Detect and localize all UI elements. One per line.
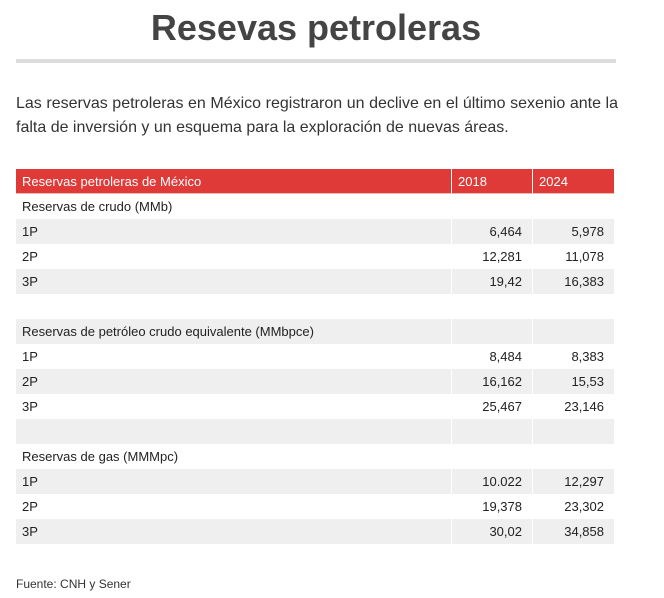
row-label: 1P — [16, 469, 452, 494]
table-header-row: Reservas petroleras de México 2018 2024 — [16, 169, 614, 194]
row-label — [16, 419, 452, 444]
source-note: Fuente: CNH y Sener — [16, 577, 131, 591]
table-row: 1P 6,464 5,978 — [16, 219, 614, 244]
table-row: Reservas de petróleo crudo equivalente (… — [16, 319, 614, 344]
row-label: 3P — [16, 394, 452, 419]
row-label: 1P — [16, 344, 452, 369]
table-row: 3P 30,02 34,858 — [16, 519, 614, 544]
row-label: 3P — [16, 519, 452, 544]
value-2018 — [452, 444, 533, 469]
row-label: 2P — [16, 494, 452, 519]
value-2024: 34,858 — [533, 519, 614, 544]
row-label: Reservas de gas (MMMpc) — [16, 444, 452, 469]
value-2018: 16,162 — [452, 369, 533, 394]
row-label: 3P — [16, 269, 452, 294]
row-label: 2P — [16, 244, 452, 269]
value-2018: 25,467 — [452, 394, 533, 419]
value-2018: 8,484 — [452, 344, 533, 369]
table-row — [16, 294, 614, 319]
row-label — [16, 294, 452, 319]
value-2024 — [533, 294, 614, 319]
value-2018 — [452, 194, 533, 219]
row-label: 1P — [16, 219, 452, 244]
value-2018: 19,378 — [452, 494, 533, 519]
row-label: Reservas de petróleo crudo equivalente (… — [16, 319, 452, 344]
value-2024: 8,383 — [533, 344, 614, 369]
header-year-2024: 2024 — [533, 169, 614, 194]
table-row — [16, 419, 614, 444]
value-2024: 23,146 — [533, 394, 614, 419]
table-row: 2P 16,162 15,53 — [16, 369, 614, 394]
value-2024: 11,078 — [533, 244, 614, 269]
table-row: 3P 25,467 23,146 — [16, 394, 614, 419]
header-category: Reservas petroleras de México — [16, 169, 452, 194]
table-row: 2P 12,281 11,078 — [16, 244, 614, 269]
page-title: Resevas petroleras — [150, 7, 482, 48]
value-2024: 12,297 — [533, 469, 614, 494]
value-2018 — [452, 294, 533, 319]
value-2018: 10.022 — [452, 469, 533, 494]
value-2024: 16,383 — [533, 269, 614, 294]
value-2024 — [533, 194, 614, 219]
row-label: 2P — [16, 369, 452, 394]
value-2018: 12,281 — [452, 244, 533, 269]
value-2024: 5,978 — [533, 219, 614, 244]
value-2024 — [533, 319, 614, 344]
value-2018 — [452, 419, 533, 444]
value-2018 — [452, 319, 533, 344]
intro-paragraph: Las reservas petroleras en México regist… — [16, 95, 618, 136]
table-row: Reservas de gas (MMMpc) — [16, 444, 614, 469]
title-divider — [16, 59, 616, 63]
row-label: Reservas de crudo (MMb) — [16, 194, 452, 219]
value-2024 — [533, 419, 614, 444]
value-2018: 19,42 — [452, 269, 533, 294]
table-row: Reservas de crudo (MMb) — [16, 194, 614, 219]
table-row: 3P 19,42 16,383 — [16, 269, 614, 294]
value-2024: 15,53 — [533, 369, 614, 394]
value-2024 — [533, 444, 614, 469]
value-2018: 30,02 — [452, 519, 533, 544]
table-row: 1P 10.022 12,297 — [16, 469, 614, 494]
header-year-2018: 2018 — [452, 169, 533, 194]
table-row: 1P 8,484 8,383 — [16, 344, 614, 369]
table-row: 2P 19,378 23,302 — [16, 494, 614, 519]
value-2018: 6,464 — [452, 219, 533, 244]
value-2024: 23,302 — [533, 494, 614, 519]
reserves-table: Reservas petroleras de México 2018 2024 … — [16, 169, 614, 544]
